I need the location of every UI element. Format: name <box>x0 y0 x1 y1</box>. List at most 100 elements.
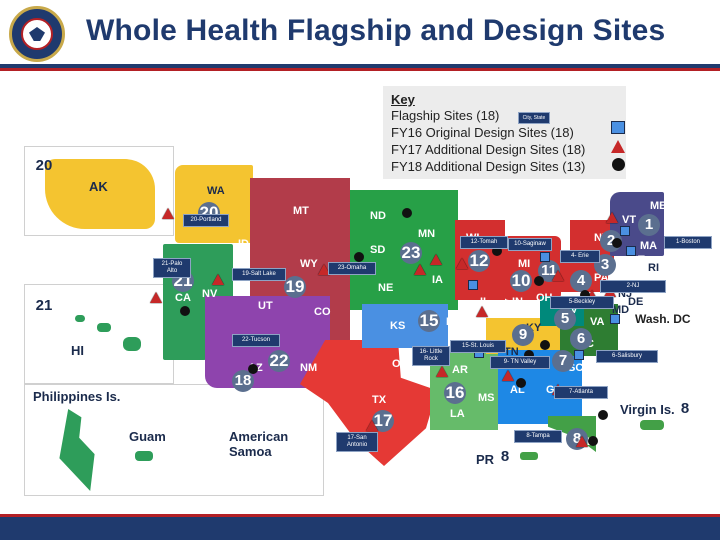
state-ct: CT <box>630 254 645 266</box>
state-il: IL <box>480 296 490 308</box>
fy16-site-marker <box>540 252 550 262</box>
state-in: IN <box>512 296 523 308</box>
fy17-site-marker <box>150 292 162 303</box>
state-mn: MN <box>418 228 436 240</box>
header-divider <box>0 64 720 71</box>
flagship-label: 19-Salt Lake <box>232 268 286 281</box>
fy18-site-marker <box>402 208 412 218</box>
fy18-site-marker <box>248 364 258 374</box>
wash-dc-label: Wash. DC <box>635 312 691 326</box>
flagship-label: 23-Omaha <box>328 262 376 275</box>
fy16-site-marker <box>610 314 620 324</box>
region-number-9: 9 <box>512 324 534 346</box>
region-number-22: 22 <box>268 350 290 372</box>
state-ca: CA <box>175 292 191 304</box>
flagship-label: 4- Erie <box>560 250 600 263</box>
pr-region-number: 8 <box>500 448 510 465</box>
ak-region-number: 20 <box>35 157 53 174</box>
state-mo: MO <box>446 316 464 328</box>
state-oh: OH <box>536 292 553 304</box>
alaska-shape <box>45 159 155 229</box>
fy17-site-marker <box>318 264 330 275</box>
american-samoa-label: American Samoa <box>229 429 289 459</box>
virgin-islands-shape <box>640 420 664 430</box>
fy17-site-marker <box>430 254 442 265</box>
flagship-label: 21-Palo Alto <box>153 258 191 278</box>
fy18-site-marker <box>588 436 598 446</box>
region-number-10: 10 <box>510 270 532 292</box>
philippines-shape <box>59 409 95 491</box>
state-nv: NV <box>202 288 218 300</box>
state-sd: SD <box>370 244 386 256</box>
flagship-label: 1-Boston <box>664 236 712 249</box>
header: Whole Health Flagship and Design Sites <box>0 0 720 68</box>
legend-flagship-row: Flagship Sites (18) <box>391 108 500 123</box>
seal-inner <box>21 18 53 50</box>
fy17-site-marker <box>414 264 426 275</box>
region-number-16: 16 <box>444 382 466 404</box>
pacific-panel: Philippines Is. Guam American Samoa <box>24 384 324 496</box>
hi-label: HI <box>71 343 84 358</box>
hawaii-island-2 <box>97 323 111 332</box>
hawaii-island-1 <box>75 315 85 322</box>
fy17-site-marker <box>502 370 514 381</box>
fy18-site-marker <box>534 276 544 286</box>
hawaii-panel: 21 HI <box>24 284 174 384</box>
legend-red-triangle-icon <box>611 140 625 153</box>
fy17-site-marker <box>436 366 448 377</box>
page-title: Whole Health Flagship and Design Sites <box>86 14 666 47</box>
fy16-site-marker <box>620 226 630 236</box>
legend-fy16-row: FY16 Original Design Sites (18) <box>391 125 574 140</box>
state-nd: ND <box>370 210 386 222</box>
state-vt: VT <box>622 214 637 226</box>
flagship-label: 2-NJ <box>600 280 666 293</box>
state-md: MD <box>612 304 630 316</box>
fy17-site-marker <box>476 306 488 317</box>
fy18-site-marker <box>492 246 502 256</box>
fy17-site-marker <box>552 270 564 281</box>
hawaii-island-3 <box>123 337 141 351</box>
fy17-site-marker <box>212 274 224 285</box>
legend-heading: Key <box>391 92 415 107</box>
puerto-rico-shape <box>520 452 538 460</box>
flagship-label: 22-Tucson <box>232 334 280 347</box>
state-ks: KS <box>390 320 406 332</box>
state-ar: AR <box>452 364 468 376</box>
state-ri: RI <box>648 262 659 274</box>
state-ms: MS <box>478 392 495 404</box>
flagship-label: 15-St. Louis <box>450 340 506 353</box>
region-number-7: 7 <box>552 350 574 372</box>
legend-blue-square-icon <box>611 121 625 134</box>
state-la: LA <box>450 408 465 420</box>
flagship-label: 12-Tomah <box>460 236 508 249</box>
puerto-rico-label: PR <box>476 452 495 467</box>
region-number-18: 18 <box>232 370 254 392</box>
region-number-4: 4 <box>570 270 592 292</box>
fy17-site-marker <box>586 290 598 301</box>
flagship-label: 9- TN Valley <box>490 356 550 369</box>
vi-region-number: 8 <box>680 400 690 417</box>
flagship-label: 20-Portland <box>183 214 229 227</box>
region-number-15: 15 <box>418 310 440 332</box>
flagship-label: 17-San Antonio <box>336 432 378 452</box>
fy18-site-marker <box>180 306 190 316</box>
footer-bar <box>0 514 720 540</box>
fy16-site-marker <box>468 280 478 290</box>
fy16-site-marker <box>626 246 636 256</box>
region-number-6: 6 <box>570 328 592 350</box>
state-id: ID <box>238 238 249 250</box>
state-wy: WY <box>300 258 318 270</box>
state-ma: MA <box>640 240 658 252</box>
eagle-icon <box>29 27 45 41</box>
region-number-1: 1 <box>638 214 660 236</box>
region-number-5: 5 <box>554 308 576 330</box>
legend-black-circle-icon <box>612 158 625 171</box>
fy17-site-marker <box>576 436 588 447</box>
ak-label: AK <box>89 179 108 194</box>
fy18-site-marker <box>524 350 534 360</box>
state-ne: NE <box>378 282 394 294</box>
fy18-site-marker <box>354 252 364 262</box>
state-co: CO <box>314 306 331 318</box>
va-seal-logo <box>9 6 65 62</box>
flagship-label: 16- Little Rock <box>412 346 450 366</box>
